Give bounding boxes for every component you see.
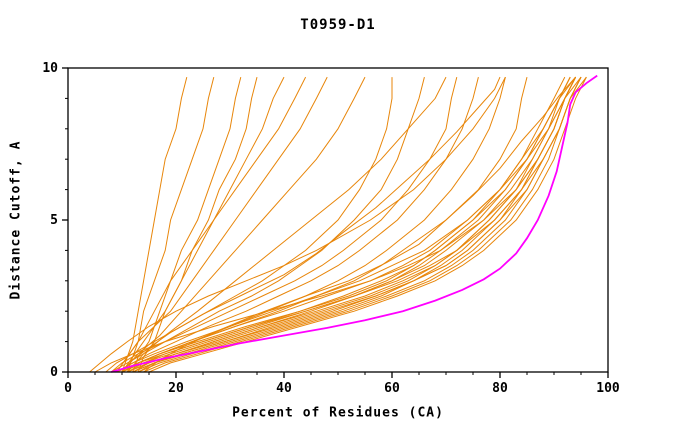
model-curve [116, 76, 479, 373]
model-curve [110, 76, 425, 373]
x-tick-label: 0 [64, 381, 72, 396]
x-tick-label: 40 [276, 381, 292, 396]
y-tick-label: 5 [50, 213, 58, 228]
model-curve [137, 76, 577, 373]
model-curve [116, 76, 576, 373]
model-curve [127, 76, 447, 373]
model-curve [116, 76, 582, 373]
model-curve [137, 76, 258, 373]
best-model-curve [110, 74, 598, 373]
x-tick-label: 60 [384, 381, 400, 396]
model-curve [105, 77, 393, 373]
x-tick-label: 80 [492, 381, 508, 396]
model-curve [121, 76, 285, 373]
model-curve [110, 76, 458, 373]
model-curve [121, 76, 188, 373]
model-curve [89, 76, 506, 373]
chart-title: T0959-D1 [300, 17, 376, 33]
model-curve [132, 76, 582, 373]
model-curve [143, 76, 576, 373]
y-tick-label: 0 [50, 365, 58, 380]
model-curve [121, 76, 566, 373]
model-curve [121, 76, 501, 373]
x-tick-label: 100 [596, 381, 620, 396]
x-tick-label: 20 [168, 381, 184, 396]
model-curve [132, 76, 242, 373]
model-curve [148, 76, 587, 373]
model-curve [121, 76, 582, 373]
y-tick-label: 10 [42, 61, 58, 76]
model-curve [132, 76, 571, 373]
model-curve [126, 76, 215, 373]
model-curve [121, 76, 366, 373]
x-axis-label: Percent of Residues (CA) [232, 405, 444, 421]
model-curve [121, 76, 528, 373]
model-curve [116, 76, 307, 373]
